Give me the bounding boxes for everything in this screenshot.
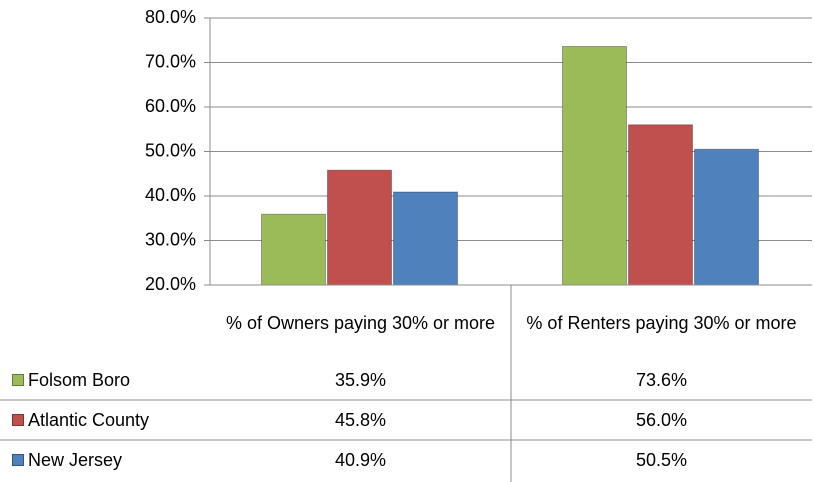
legend-label: Atlantic County <box>28 410 150 430</box>
y-tick-label: 50.0% <box>145 140 196 160</box>
y-tick-label: 80.0% <box>145 7 196 27</box>
bar <box>628 124 693 286</box>
data-label: 40.9% <box>334 450 387 470</box>
y-tick-label: 20.0% <box>145 274 196 294</box>
legend-entry: New Jersey <box>12 440 208 480</box>
bar <box>261 213 326 286</box>
legend-label: New Jersey <box>28 450 123 470</box>
legend-label: Folsom Boro <box>28 370 131 390</box>
y-tick-label: 70.0% <box>145 51 196 71</box>
bar <box>327 169 392 286</box>
bar <box>562 45 627 286</box>
bar <box>694 148 759 286</box>
y-tick-label: 40.0% <box>145 185 196 205</box>
legend-entry: Atlantic County <box>12 400 208 440</box>
legend-key <box>12 374 24 386</box>
legend-entry: Folsom Boro <box>12 360 208 400</box>
data-label: 56.0% <box>635 410 688 430</box>
legend-key <box>12 414 24 426</box>
data-label: 50.5% <box>635 450 688 470</box>
y-tick-label: 60.0% <box>145 96 196 116</box>
data-label: 45.8% <box>334 410 387 430</box>
data-label: 73.6% <box>635 370 688 390</box>
bar <box>393 191 458 286</box>
y-tick-label: 30.0% <box>145 229 196 249</box>
data-label: 35.9% <box>334 370 387 390</box>
legend-key <box>12 454 24 466</box>
x-tick-label: % of Renters paying 30% or more <box>526 313 797 333</box>
x-tick-label: % of Owners paying 30% or more <box>225 313 496 333</box>
